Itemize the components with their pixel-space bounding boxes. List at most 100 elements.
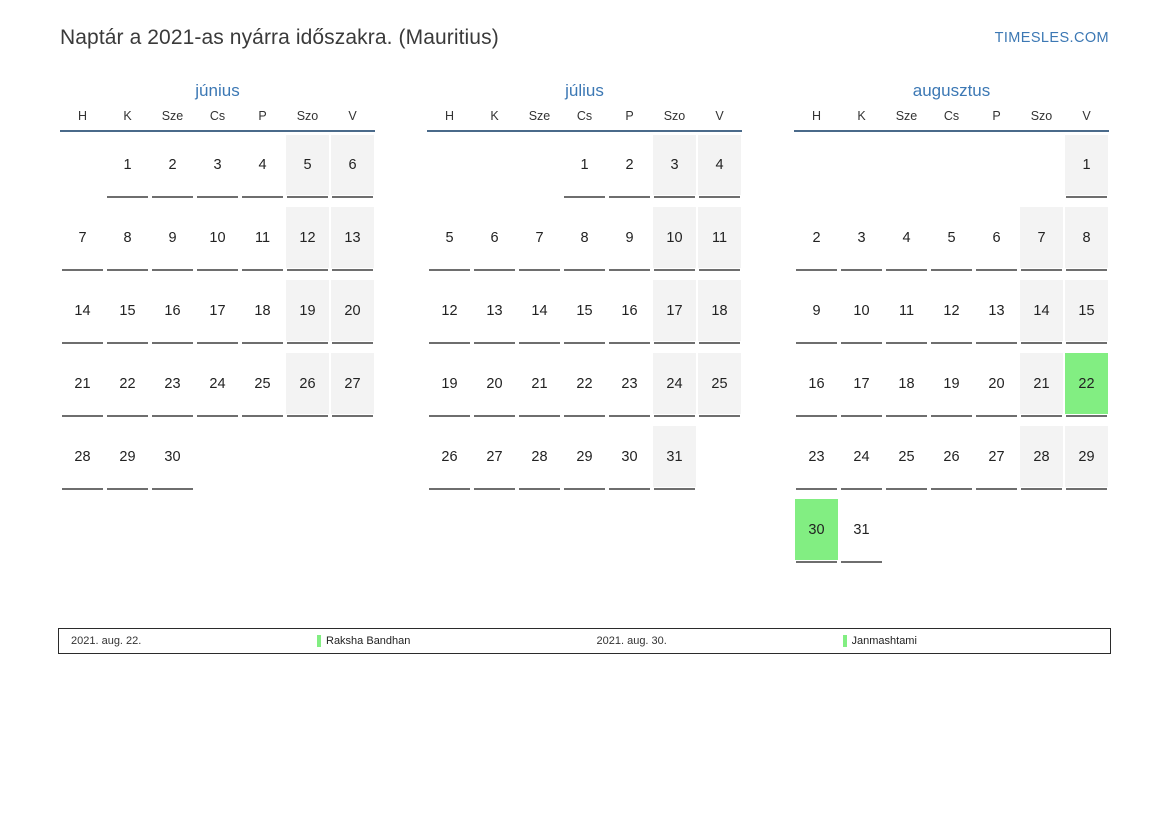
day-cell[interactable]: 21: [517, 350, 562, 423]
day-cell[interactable]: 22: [562, 350, 607, 423]
day-cell[interactable]: 20: [472, 350, 517, 423]
day-cell[interactable]: 15: [1064, 277, 1109, 350]
day-cell[interactable]: 22: [105, 350, 150, 423]
day-cell[interactable]: 23: [794, 423, 839, 496]
day-cell[interactable]: 10: [839, 277, 884, 350]
day-cell[interactable]: 15: [562, 277, 607, 350]
day-cell[interactable]: 31: [839, 496, 884, 569]
day-cell[interactable]: 11: [884, 277, 929, 350]
day-cell[interactable]: 18: [884, 350, 929, 423]
day-cell[interactable]: 10: [652, 204, 697, 277]
day-number: 21: [531, 375, 548, 392]
day-cell[interactable]: 30: [794, 496, 839, 569]
day-cell[interactable]: 19: [427, 350, 472, 423]
day-number: 28: [74, 448, 91, 465]
day-cell[interactable]: 8: [105, 204, 150, 277]
day-cell[interactable]: 2: [607, 131, 652, 204]
day-cell[interactable]: 17: [652, 277, 697, 350]
day-cell[interactable]: 17: [195, 277, 240, 350]
day-cell[interactable]: 23: [150, 350, 195, 423]
day-cell[interactable]: 13: [472, 277, 517, 350]
day-cell[interactable]: 23: [607, 350, 652, 423]
day-cell[interactable]: 29: [1064, 423, 1109, 496]
day-cell[interactable]: 29: [562, 423, 607, 496]
day-cell[interactable]: 6: [974, 204, 1019, 277]
day-cell[interactable]: 24: [839, 423, 884, 496]
day-cell[interactable]: 8: [1064, 204, 1109, 277]
day-cell[interactable]: 9: [150, 204, 195, 277]
day-cell[interactable]: 28: [60, 423, 105, 496]
day-cell[interactable]: 4: [884, 204, 929, 277]
day-cell[interactable]: 3: [195, 131, 240, 204]
day-cell[interactable]: 5: [929, 204, 974, 277]
day-cell[interactable]: 26: [285, 350, 330, 423]
day-cell[interactable]: 3: [839, 204, 884, 277]
day-cell[interactable]: 5: [427, 204, 472, 277]
day-cell[interactable]: 9: [794, 277, 839, 350]
day-cell[interactable]: 12: [427, 277, 472, 350]
day-cell[interactable]: 20: [974, 350, 1019, 423]
day-cell[interactable]: 11: [240, 204, 285, 277]
day-cell[interactable]: 21: [60, 350, 105, 423]
day-number-holiday: 22: [1065, 353, 1108, 414]
day-cell[interactable]: 6: [472, 204, 517, 277]
day-cell[interactable]: 1: [105, 131, 150, 204]
day-cell[interactable]: 10: [195, 204, 240, 277]
day-cell[interactable]: 12: [929, 277, 974, 350]
day-underline: [1021, 342, 1062, 344]
day-cell[interactable]: 30: [607, 423, 652, 496]
day-cell[interactable]: 19: [285, 277, 330, 350]
day-number: 9: [168, 229, 177, 246]
day-cell[interactable]: 1: [1064, 131, 1109, 204]
day-cell[interactable]: 7: [60, 204, 105, 277]
day-cell[interactable]: 19: [929, 350, 974, 423]
day-cell[interactable]: 22: [1064, 350, 1109, 423]
day-cell[interactable]: 25: [884, 423, 929, 496]
day-cell[interactable]: 7: [1019, 204, 1064, 277]
day-cell[interactable]: 8: [562, 204, 607, 277]
day-cell[interactable]: 27: [472, 423, 517, 496]
day-cell[interactable]: 2: [794, 204, 839, 277]
day-cell[interactable]: 26: [929, 423, 974, 496]
day-cell[interactable]: 2: [150, 131, 195, 204]
day-cell[interactable]: 26: [427, 423, 472, 496]
day-cell[interactable]: 29: [105, 423, 150, 496]
day-cell[interactable]: 14: [1019, 277, 1064, 350]
day-cell[interactable]: 7: [517, 204, 562, 277]
day-cell[interactable]: 17: [839, 350, 884, 423]
day-cell[interactable]: 16: [150, 277, 195, 350]
day-cell[interactable]: 11: [697, 204, 742, 277]
day-cell[interactable]: 4: [697, 131, 742, 204]
day-cell[interactable]: 27: [330, 350, 375, 423]
day-cell[interactable]: 30: [150, 423, 195, 496]
day-cell[interactable]: 18: [697, 277, 742, 350]
day-cell[interactable]: 24: [652, 350, 697, 423]
day-cell[interactable]: 13: [330, 204, 375, 277]
day-cell[interactable]: 24: [195, 350, 240, 423]
day-cell[interactable]: 20: [330, 277, 375, 350]
day-cell[interactable]: 28: [517, 423, 562, 496]
day-cell[interactable]: 12: [285, 204, 330, 277]
day-cell[interactable]: 1: [562, 131, 607, 204]
day-cell[interactable]: 27: [974, 423, 1019, 496]
day-cell[interactable]: 13: [974, 277, 1019, 350]
day-cell[interactable]: 31: [652, 423, 697, 496]
day-cell[interactable]: 25: [697, 350, 742, 423]
day-cell[interactable]: 9: [607, 204, 652, 277]
day-cell[interactable]: 14: [60, 277, 105, 350]
day-cell[interactable]: 6: [330, 131, 375, 204]
day-cell[interactable]: 5: [285, 131, 330, 204]
day-cell[interactable]: 18: [240, 277, 285, 350]
day-cell[interactable]: 16: [794, 350, 839, 423]
brand-logo-link[interactable]: TIMESLES.COM: [994, 30, 1109, 46]
day-cell[interactable]: 15: [105, 277, 150, 350]
day-cell[interactable]: 28: [1019, 423, 1064, 496]
day-cell[interactable]: 16: [607, 277, 652, 350]
day-underline: [841, 561, 882, 563]
day-underline: [654, 342, 695, 344]
day-cell[interactable]: 25: [240, 350, 285, 423]
day-cell[interactable]: 4: [240, 131, 285, 204]
day-cell[interactable]: 14: [517, 277, 562, 350]
day-cell[interactable]: 21: [1019, 350, 1064, 423]
day-cell[interactable]: 3: [652, 131, 697, 204]
